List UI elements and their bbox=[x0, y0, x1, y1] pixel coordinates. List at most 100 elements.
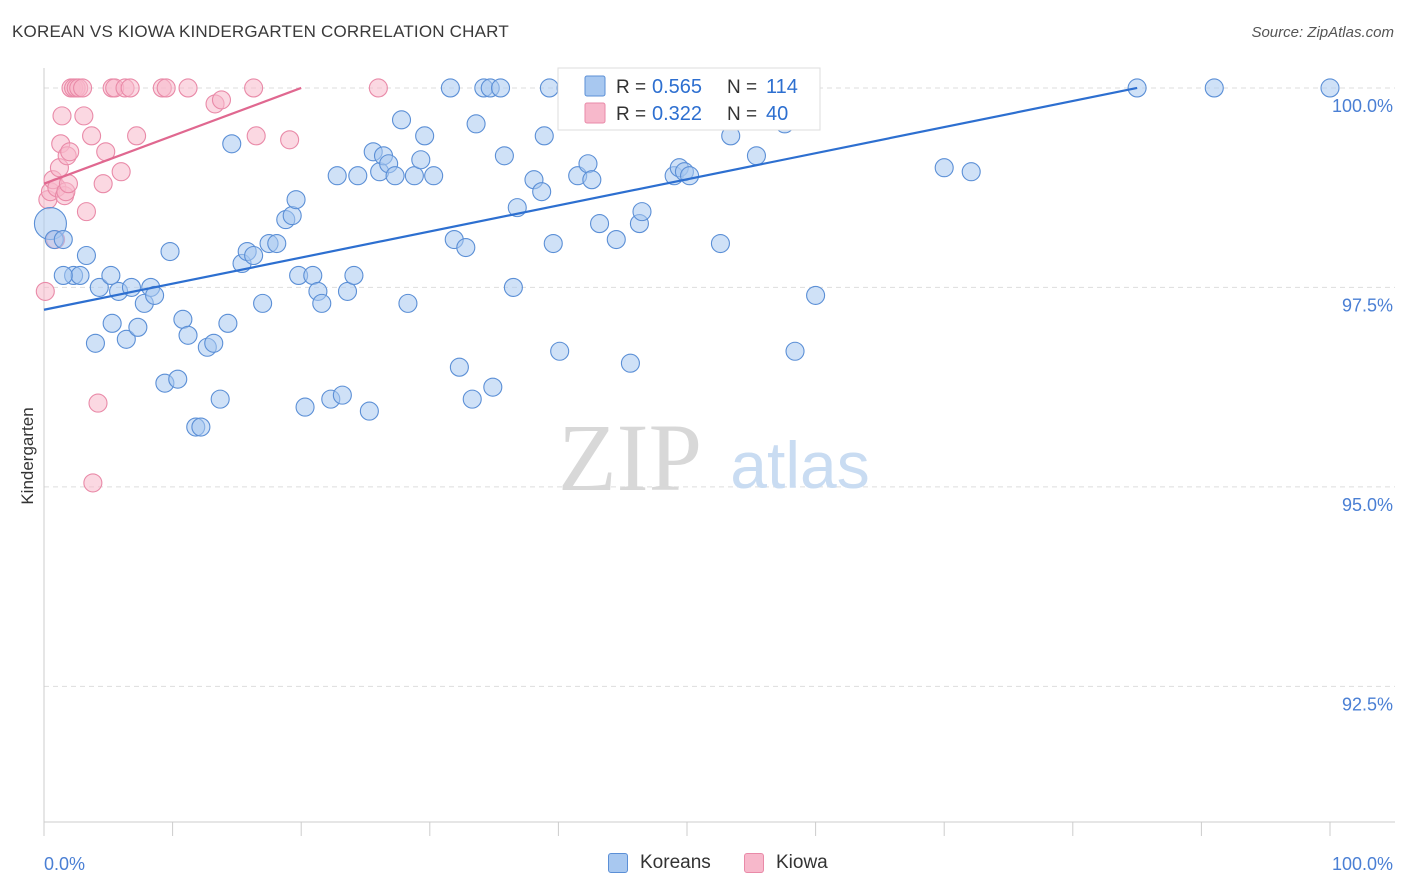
kiowa-point bbox=[244, 78, 264, 98]
legend-r-label-kiowa: R = bbox=[616, 104, 646, 125]
korean-point bbox=[85, 333, 105, 353]
korean-point bbox=[806, 285, 826, 305]
korean-point bbox=[286, 190, 306, 210]
korean-point bbox=[267, 233, 287, 254]
kiowa-trendline bbox=[43, 86, 302, 185]
korean-point bbox=[116, 329, 136, 349]
korean-point bbox=[168, 369, 188, 389]
korean-point bbox=[440, 78, 460, 98]
legend-n-value-kiowa: 40 bbox=[766, 103, 788, 125]
korean-point bbox=[178, 325, 198, 345]
legend-n-label-koreans: N = bbox=[727, 77, 757, 98]
korean-point bbox=[503, 277, 523, 297]
korean-point bbox=[303, 265, 323, 285]
korean-point bbox=[710, 233, 730, 254]
kiowa-point bbox=[120, 78, 140, 98]
legend-label-koreans: Koreans bbox=[640, 852, 711, 873]
kiowa-point bbox=[93, 174, 113, 194]
koreans-trendline bbox=[43, 86, 1138, 311]
kiowa-point bbox=[156, 78, 176, 98]
legend-r-value-koreans: 0.565 bbox=[652, 76, 702, 98]
x-tick-label-max: 100.0% bbox=[1332, 854, 1393, 874]
korean-point bbox=[327, 166, 347, 186]
y-tick-label: 97.5% bbox=[1342, 295, 1393, 315]
korean-point bbox=[494, 146, 514, 166]
kiowa-point bbox=[83, 473, 103, 493]
korean-point bbox=[746, 146, 766, 166]
korean-point bbox=[449, 357, 469, 377]
legend-swatch-koreans bbox=[584, 75, 606, 97]
korean-point bbox=[532, 182, 552, 202]
kiowa-point bbox=[74, 106, 94, 126]
korean-point bbox=[582, 170, 602, 190]
korean-point bbox=[70, 265, 90, 285]
kiowa-point bbox=[60, 142, 80, 162]
trendlines bbox=[43, 86, 1138, 311]
kiowa-point bbox=[88, 393, 108, 413]
x-tick-label-min: 0.0% bbox=[44, 854, 85, 874]
korean-point bbox=[462, 389, 482, 409]
y-tick-label: 100.0% bbox=[1332, 96, 1393, 116]
korean-point bbox=[295, 397, 315, 417]
korean-point bbox=[253, 293, 273, 313]
korean-point bbox=[961, 162, 981, 182]
kiowa-point bbox=[82, 126, 102, 146]
korean-point bbox=[632, 202, 652, 222]
korean-point bbox=[332, 385, 352, 405]
korean-point bbox=[466, 114, 486, 134]
bottom-legend: Koreans Kiowa bbox=[0, 852, 1406, 878]
korean-point bbox=[490, 78, 511, 98]
korean-point bbox=[128, 317, 148, 337]
korean-point bbox=[348, 166, 368, 186]
watermark-zip: ZIP bbox=[558, 404, 702, 511]
korean-point bbox=[606, 229, 626, 250]
korean-point bbox=[680, 166, 700, 186]
korean-point bbox=[785, 341, 805, 361]
axes bbox=[43, 68, 1395, 836]
korean-point bbox=[102, 313, 122, 333]
korean-point bbox=[1204, 78, 1224, 98]
korean-point bbox=[398, 293, 418, 313]
watermark-atlas: atlas bbox=[730, 428, 869, 502]
tick-labels: 92.5% 95.0% 97.5% 100.0% 0.0% 100.0% bbox=[44, 96, 1393, 874]
korean-point bbox=[550, 341, 570, 361]
kiowa-point bbox=[246, 126, 266, 146]
korean-point bbox=[411, 150, 431, 170]
korean-point bbox=[385, 166, 405, 186]
korean-point bbox=[934, 158, 954, 178]
koreans-points bbox=[33, 78, 1340, 437]
korean-point bbox=[53, 265, 73, 285]
korean-point bbox=[620, 353, 640, 373]
korean-point bbox=[53, 229, 73, 250]
kiowa-point bbox=[178, 78, 198, 98]
legend-r-value-kiowa: 0.322 bbox=[652, 103, 702, 125]
kiowa-point bbox=[211, 90, 232, 110]
korean-point bbox=[160, 241, 180, 262]
legend-label-kiowa: Kiowa bbox=[776, 852, 828, 873]
kiowa-point bbox=[111, 162, 131, 182]
korean-point bbox=[173, 309, 193, 329]
watermark: ZIP atlas bbox=[558, 404, 870, 511]
korean-point bbox=[244, 245, 264, 266]
korean-point bbox=[534, 126, 554, 146]
korean-point bbox=[483, 377, 503, 397]
kiowa-point bbox=[127, 126, 147, 146]
korean-point bbox=[210, 389, 230, 409]
korean-point bbox=[578, 154, 598, 174]
korean-point bbox=[218, 313, 238, 333]
korean-point bbox=[344, 265, 364, 285]
korean-point bbox=[415, 126, 435, 146]
legend-swatch-koreans-bottom bbox=[608, 853, 628, 873]
korean-point bbox=[404, 166, 424, 186]
legend-item-kiowa: Kiowa bbox=[744, 852, 828, 874]
korean-point bbox=[590, 214, 610, 234]
kiowa-point bbox=[280, 130, 300, 150]
korean-point bbox=[391, 110, 412, 130]
korean-point bbox=[204, 333, 224, 353]
legend-swatch-kiowa bbox=[584, 102, 606, 124]
korean-point bbox=[543, 233, 563, 254]
korean-point bbox=[424, 166, 444, 186]
korean-point bbox=[191, 417, 211, 437]
legend-swatch-kiowa-bottom bbox=[744, 853, 764, 873]
